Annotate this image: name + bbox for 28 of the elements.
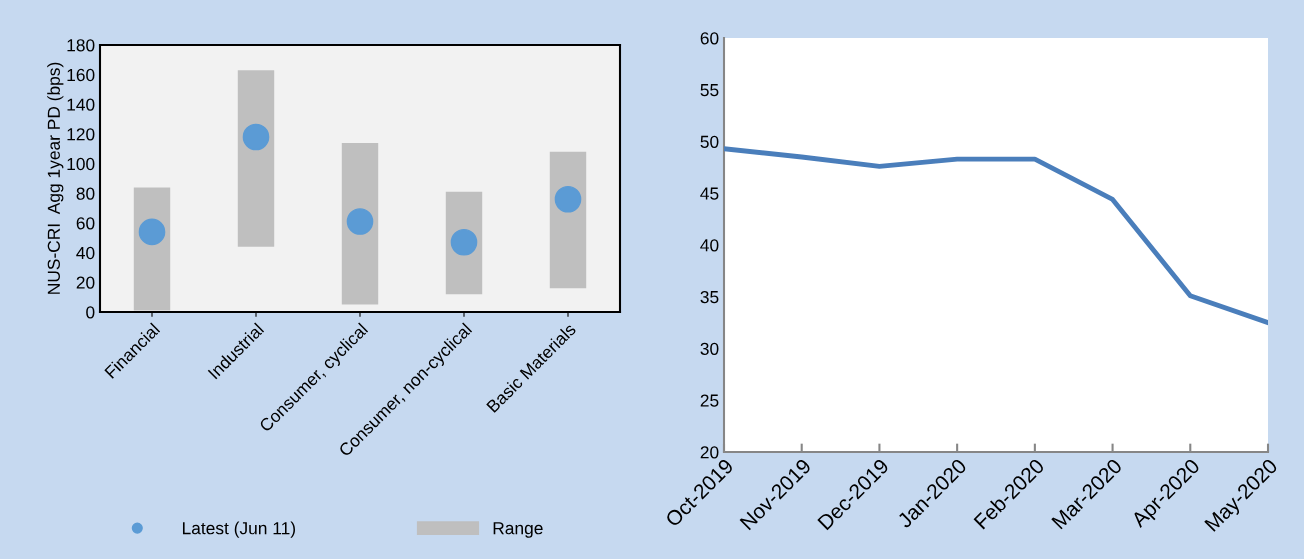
point [138, 218, 166, 246]
legend-label: Latest (Jun 11) [182, 521, 296, 538]
y-tick-label: 60 [700, 32, 719, 45]
y-tick-label: 120 [67, 128, 95, 141]
y-tick-label: 50 [700, 135, 719, 148]
y-tick-label: 140 [67, 98, 95, 111]
y-tick-label: 20 [700, 446, 719, 459]
y-tick-label: 45 [700, 187, 719, 200]
bar [237, 70, 275, 247]
y-axis-title: NUS-CRI Agg 1year PD (bps) [47, 62, 64, 294]
y-tick-label: 30 [700, 342, 719, 355]
y-tick-label: 20 [76, 276, 95, 289]
y-tick-label: 35 [700, 290, 719, 304]
y-tick-label: 180 [67, 39, 95, 52]
y-tick-label: 40 [76, 246, 95, 260]
y-tick-label: 100 [67, 157, 95, 171]
point [242, 123, 270, 151]
legend-label: Range [493, 522, 543, 538]
y-tick-label: 80 [76, 187, 95, 200]
line-series [724, 146, 1268, 326]
y-tick-label: 160 [67, 68, 95, 82]
y-tick-label: 0 [86, 306, 95, 319]
y-tick-label: 60 [76, 217, 95, 230]
y-tick-label: 25 [700, 394, 719, 407]
y-tick-label: 55 [700, 84, 719, 97]
y-tick-label: 40 [700, 239, 719, 252]
point [346, 208, 374, 235]
point [554, 185, 582, 213]
